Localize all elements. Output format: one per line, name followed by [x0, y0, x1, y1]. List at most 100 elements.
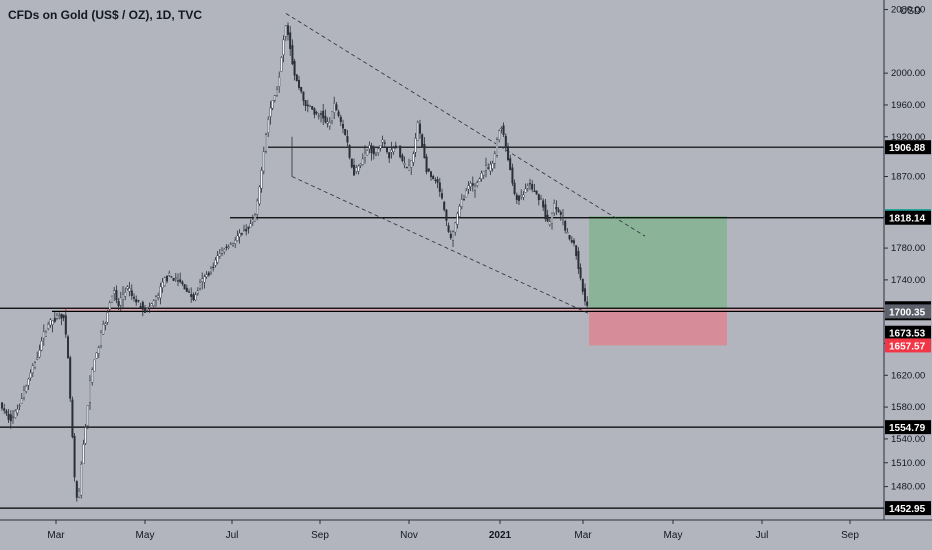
candle-body — [141, 301, 144, 310]
candle-body — [350, 158, 353, 168]
candle-body — [449, 233, 452, 239]
candle-body — [143, 309, 146, 313]
candle-body — [581, 278, 584, 292]
candle-body — [34, 362, 37, 368]
candle-body — [355, 167, 358, 172]
candle-body — [531, 183, 534, 190]
candle-body — [326, 121, 329, 124]
candle-body — [383, 142, 386, 144]
candle-body — [357, 165, 360, 172]
candle-body — [421, 134, 424, 148]
candle-body — [313, 108, 316, 115]
candle-body — [106, 312, 109, 323]
candle-body — [253, 214, 256, 222]
candle-body — [212, 266, 215, 269]
x-tick-label: Nov — [400, 530, 418, 541]
candle-body — [331, 111, 334, 122]
candle-body — [245, 229, 248, 232]
candle-body — [562, 217, 565, 219]
candle-body — [86, 405, 89, 426]
candle-body — [482, 170, 485, 176]
candle-body — [115, 290, 118, 301]
candle-body — [60, 313, 63, 319]
candle-body — [247, 226, 250, 229]
candle-body — [372, 147, 375, 155]
candle-body — [276, 89, 279, 96]
candle-body — [337, 111, 340, 116]
candle-body — [69, 357, 72, 399]
candle-body — [71, 399, 74, 438]
candle-body — [176, 280, 179, 282]
candle-body — [14, 410, 17, 418]
candle-body — [159, 286, 162, 299]
candle-body — [317, 115, 320, 117]
candle-body — [124, 292, 127, 297]
candle-body — [119, 297, 122, 306]
candle-body — [577, 251, 580, 269]
x-tick-label: Sep — [311, 530, 329, 541]
candle-body — [533, 190, 536, 192]
candle-body — [47, 324, 50, 329]
candle-body — [117, 301, 120, 307]
candle-body — [573, 240, 576, 244]
candle-body — [447, 225, 450, 232]
candle-body — [234, 239, 237, 244]
candle-body — [126, 286, 129, 289]
candle-body — [298, 80, 301, 88]
candle-body — [416, 122, 419, 141]
candle-body — [559, 211, 562, 215]
candle-body — [75, 481, 78, 498]
price-label-text: 1906.88 — [889, 143, 926, 154]
candle-body — [399, 145, 402, 158]
candle-body — [88, 380, 91, 403]
candle-body — [231, 243, 234, 246]
candle-body — [430, 171, 433, 177]
candle-body — [302, 91, 305, 101]
x-tick-label: Mar — [574, 530, 592, 541]
candle-body — [410, 160, 413, 168]
candle-body — [423, 144, 426, 159]
candle-body — [463, 199, 466, 201]
y-tick-label: 1740.00 — [891, 275, 925, 286]
candle-body — [146, 308, 149, 310]
candle-body — [161, 281, 164, 288]
x-tick-label: Mar — [47, 530, 65, 541]
y-tick-label: 1620.00 — [891, 370, 925, 381]
candle-body — [278, 76, 281, 87]
y-tick-label: 1780.00 — [891, 243, 925, 254]
candle-body — [135, 299, 138, 303]
candle-body — [91, 369, 94, 383]
y-tick-label: 1580.00 — [891, 402, 925, 413]
candle-body — [388, 152, 391, 159]
candle-body — [163, 277, 166, 286]
candle-body — [375, 154, 378, 157]
candle-body — [504, 135, 507, 149]
resistance-zone — [62, 308, 884, 312]
candle-body — [386, 147, 389, 153]
candle-body — [128, 288, 131, 292]
candle-body — [25, 385, 28, 392]
x-tick-label: Jul — [756, 530, 769, 541]
candle-body — [520, 195, 523, 198]
candle-body — [436, 179, 439, 183]
candle-body — [179, 279, 182, 283]
candle-body — [198, 282, 201, 289]
candle-body — [377, 148, 380, 153]
price-label-text: 1673.53 — [889, 329, 926, 340]
candle-body — [324, 115, 327, 123]
candle-body — [333, 102, 336, 113]
candle-body — [66, 336, 69, 359]
candle-body — [84, 427, 87, 444]
candle-body — [570, 240, 573, 243]
candle-body — [93, 359, 96, 372]
candle-body — [315, 111, 318, 114]
candle-body — [249, 223, 252, 228]
candle-body — [295, 74, 298, 81]
candle-body — [476, 182, 479, 186]
candle-body — [262, 151, 265, 172]
candle-body — [432, 176, 435, 180]
candle-body — [491, 163, 494, 169]
